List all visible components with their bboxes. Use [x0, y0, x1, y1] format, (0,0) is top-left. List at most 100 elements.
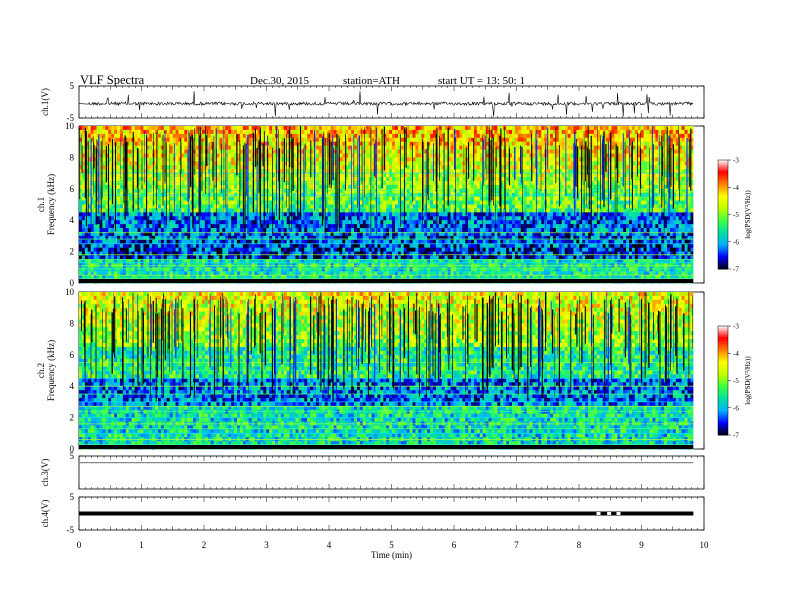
- spec1-cell: [558, 145, 563, 150]
- spec1-cell: [617, 126, 621, 131]
- spec1-cell: [564, 165, 568, 170]
- spec1-cell: [397, 149, 402, 154]
- spec1-cell: [280, 180, 285, 186]
- spec1-cell: [412, 196, 416, 201]
- spec1-cell: [377, 173, 381, 178]
- spec1-cell: [576, 204, 580, 209]
- spec1-cell: [576, 129, 580, 135]
- spec1-cell: [532, 165, 536, 170]
- spec1-cell: [418, 133, 422, 139]
- spec1-cell: [149, 196, 153, 201]
- spec1-cell: [626, 126, 630, 131]
- spec1-cell: [456, 208, 460, 213]
- spec1-cell: [219, 126, 223, 131]
- spec1-cell: [634, 145, 639, 150]
- spec1-cell: [397, 141, 402, 147]
- spec1-cell: [201, 133, 206, 139]
- spec1-cell: [210, 133, 214, 139]
- spec1-cell: [272, 153, 276, 158]
- spec1-cell: [672, 153, 677, 158]
- spec1-cell: [675, 161, 680, 166]
- spec1-cell: [269, 180, 273, 186]
- spec1-cell: [210, 200, 214, 205]
- spec1-cell: [304, 126, 308, 131]
- spec1-cell: [658, 157, 662, 162]
- spec1-cell: [397, 157, 402, 162]
- spec1-cell: [409, 141, 413, 147]
- spec1-cell: [482, 208, 487, 213]
- spec1-cell: [476, 188, 481, 194]
- spec1-cell: [269, 184, 273, 190]
- spec1-cell: [365, 153, 370, 158]
- spec1-cell: [593, 145, 598, 150]
- spec1-cell: [234, 208, 238, 213]
- spec1-cell: [155, 157, 159, 162]
- spec1-cell: [87, 137, 92, 143]
- spec1-cell: [473, 157, 478, 162]
- spec1-cell: [593, 129, 598, 135]
- spec1-cell: [476, 149, 481, 154]
- spec1-cell: [163, 126, 168, 131]
- spec1-cell: [143, 133, 147, 139]
- spec1-cell: [640, 145, 645, 150]
- spec1-cell: [640, 177, 645, 182]
- spec1-cell: [669, 157, 674, 162]
- spec1-cell: [523, 196, 528, 201]
- spec1-cell: [377, 188, 381, 194]
- spec1-cell: [415, 126, 419, 131]
- spec1-cell: [418, 204, 422, 209]
- spec1-cell: [96, 149, 100, 154]
- spec1-cell: [181, 153, 185, 158]
- spec1-cell: [239, 141, 244, 147]
- spec1-cell: [283, 129, 288, 135]
- spec1-cell: [81, 153, 86, 158]
- spec1-cell: [286, 137, 291, 143]
- spec1-cell: [687, 196, 691, 201]
- spec1-cell: [593, 157, 598, 162]
- spec1-cell: [640, 157, 645, 162]
- spec1-cell: [655, 184, 659, 190]
- spec1-cell: [128, 137, 133, 143]
- spec1-cell: [108, 149, 112, 154]
- spec1-cell: [152, 188, 156, 194]
- spec1-cell: [248, 161, 253, 166]
- spec1-cell: [658, 141, 662, 147]
- spec1-cell: [418, 145, 422, 150]
- spec1-cell: [555, 153, 560, 158]
- spec1-cell: [87, 149, 92, 154]
- spec1-cell: [81, 196, 86, 201]
- spec1-cell: [509, 137, 513, 143]
- spec1-cell: [87, 126, 92, 131]
- spec1-cell: [394, 177, 399, 182]
- spec1-cell: [687, 200, 691, 205]
- spec1-cell: [163, 137, 168, 143]
- spec1-cell: [228, 133, 232, 139]
- spec1-cell: [280, 153, 285, 158]
- spec1-cell: [681, 177, 685, 182]
- spec1-cell: [631, 126, 636, 131]
- spec1-cell: [269, 177, 273, 182]
- spec1-cell: [561, 157, 566, 162]
- spec1-cell: [269, 141, 273, 147]
- spec1-cell: [590, 153, 595, 158]
- spec1-cell: [465, 184, 469, 190]
- spec1-cell: [79, 153, 83, 158]
- spec1-cell: [210, 149, 214, 154]
- spec1-cell: [520, 137, 525, 143]
- spec1-cell: [315, 133, 320, 139]
- spec1-ylabel-line: Frequency (kHz): [46, 174, 56, 235]
- spec1-cell: [634, 157, 639, 162]
- spec1-cell: [611, 149, 615, 154]
- spec1-cell: [552, 145, 557, 150]
- spec1-cell: [231, 126, 235, 131]
- spec1-cell: [102, 204, 106, 209]
- spec1-cell: [552, 137, 557, 143]
- spec1-cell: [409, 129, 413, 135]
- spec1-cell: [532, 196, 536, 201]
- spec1-cell: [672, 145, 677, 150]
- spec1-cell: [315, 157, 320, 162]
- spec1-cell: [438, 153, 443, 158]
- spec1-cell: [128, 180, 133, 186]
- spec1-cell: [228, 157, 232, 162]
- spec1-cell: [406, 161, 410, 166]
